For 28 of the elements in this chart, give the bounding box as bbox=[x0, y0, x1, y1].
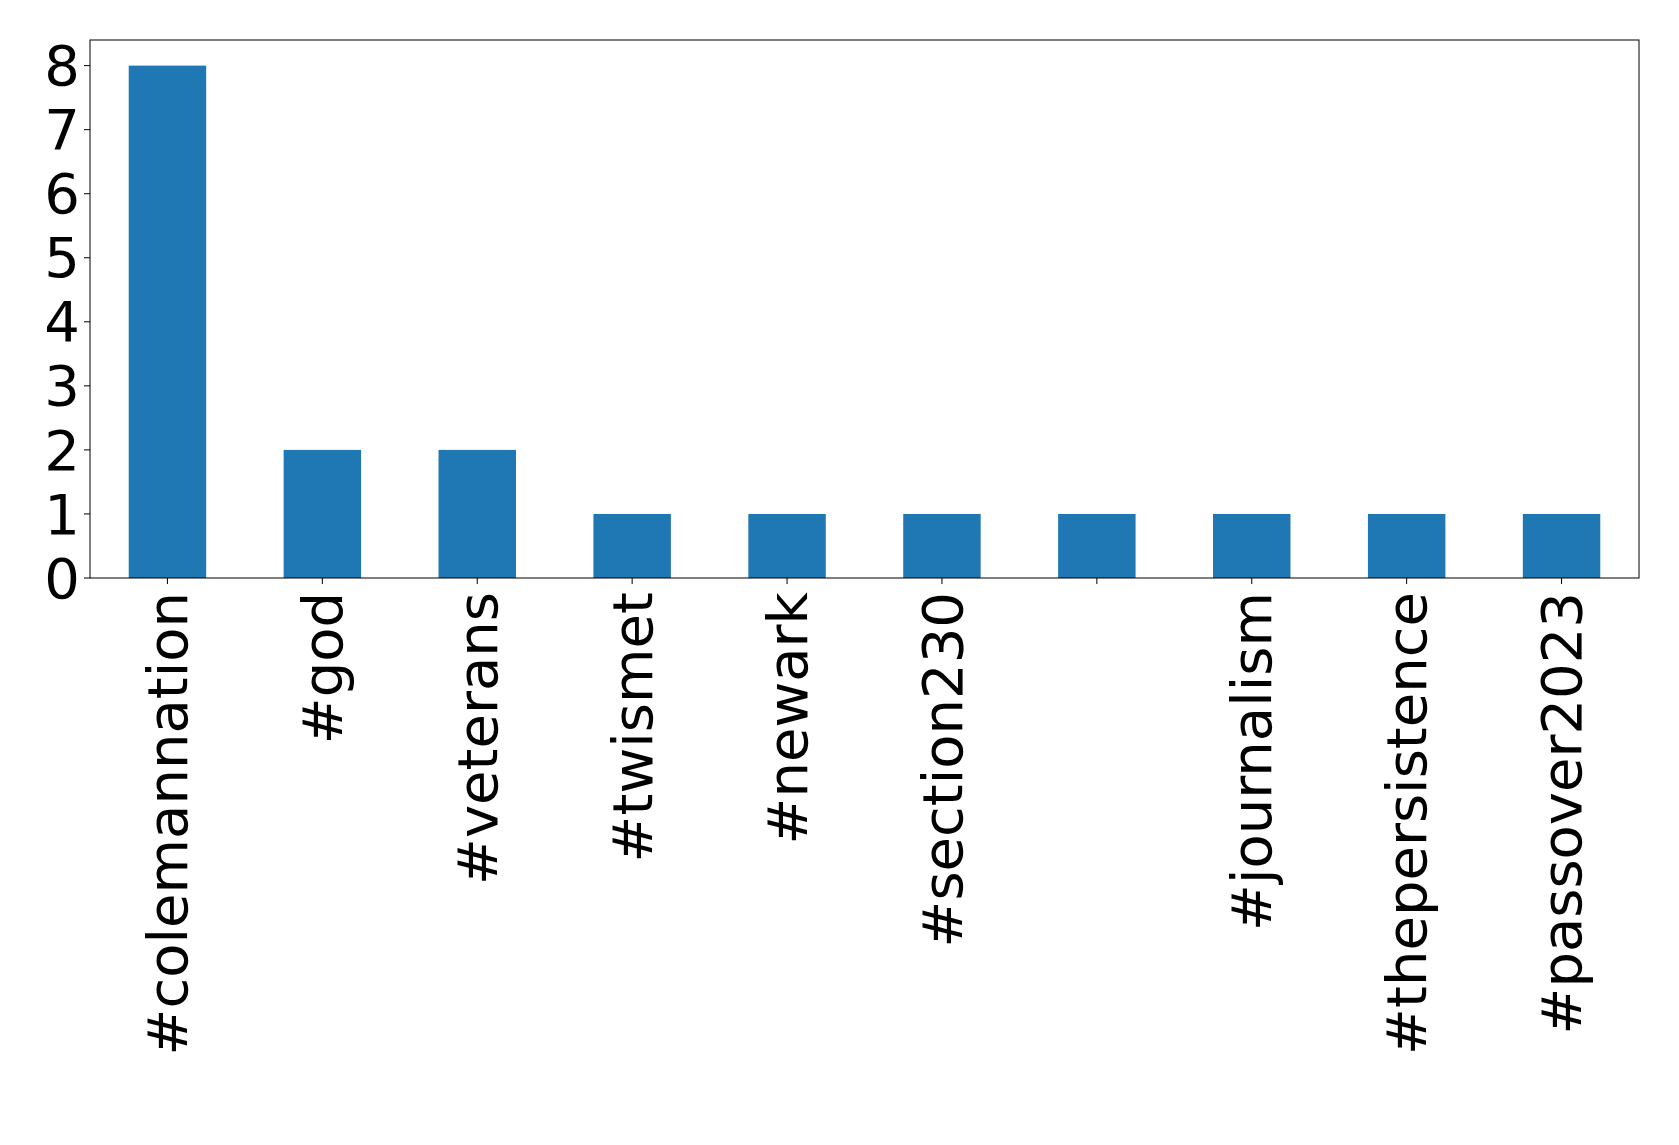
x-tick-label: #veterans bbox=[444, 592, 510, 885]
bar bbox=[903, 513, 981, 578]
bar bbox=[438, 449, 516, 578]
y-tick-label: 3 bbox=[44, 353, 80, 419]
x-tick-label: #god bbox=[289, 592, 355, 745]
bar bbox=[593, 513, 671, 578]
y-tick-label: 5 bbox=[44, 225, 80, 291]
y-tick-label: 2 bbox=[44, 417, 80, 483]
x-tick-label: #newark bbox=[754, 591, 820, 845]
bar bbox=[1367, 513, 1446, 578]
y-tick-label: 6 bbox=[44, 161, 80, 227]
y-tick-label: 7 bbox=[44, 97, 80, 163]
bar bbox=[1522, 513, 1601, 578]
x-tick-label: #twismet bbox=[599, 592, 665, 863]
y-tick-label: 0 bbox=[44, 545, 80, 611]
bar bbox=[748, 513, 826, 578]
bar bbox=[283, 449, 362, 578]
bar bbox=[128, 65, 207, 578]
y-tick-label: 8 bbox=[44, 33, 80, 99]
x-tick-label: #passover2023 bbox=[1529, 592, 1595, 1035]
x-tick-label: #journalism bbox=[1219, 592, 1285, 931]
x-tick-label: #section230 bbox=[909, 592, 975, 948]
bar bbox=[1058, 513, 1136, 578]
y-tick-label: 4 bbox=[44, 289, 80, 355]
x-tick-label: #thepersistence bbox=[1374, 592, 1440, 1055]
x-tick-label: #colemannation bbox=[135, 592, 201, 1056]
bar bbox=[1213, 513, 1291, 578]
y-tick-label: 1 bbox=[44, 481, 80, 547]
